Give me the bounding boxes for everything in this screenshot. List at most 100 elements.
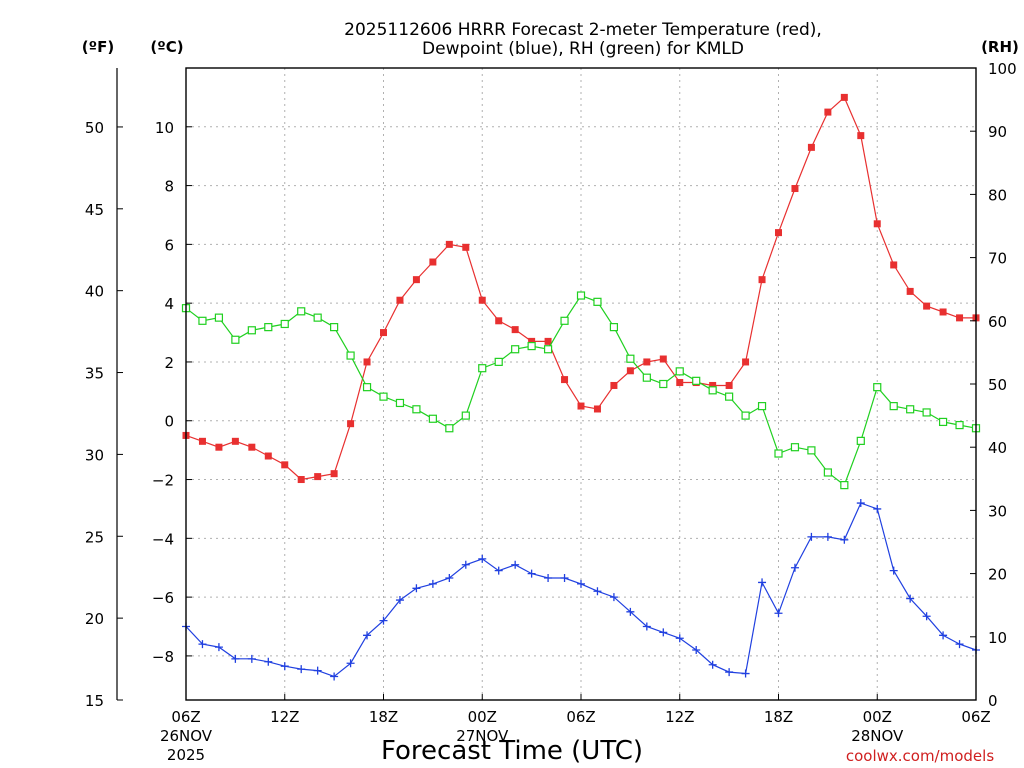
fahrenheit-tick-label: 35	[85, 365, 104, 383]
rh-point	[856, 436, 865, 445]
dewpoint-point	[428, 579, 437, 588]
celsius-tick-label: 0	[164, 413, 174, 431]
temperature-point	[495, 317, 503, 325]
rh-point	[823, 468, 832, 477]
temperature-point	[906, 287, 914, 295]
rh-point	[478, 364, 487, 373]
dewpoint-point	[330, 672, 339, 681]
celsius-unit-label: (ºC)	[150, 38, 183, 56]
temperature-point	[264, 452, 272, 460]
dewpoint-point	[758, 578, 767, 587]
fahrenheit-tick-label: 50	[85, 119, 104, 137]
dewpoint-point	[214, 643, 223, 652]
rh-point	[840, 481, 849, 490]
temperature-point	[231, 437, 239, 445]
credit-text: coolwx.com/models	[846, 747, 994, 765]
temperature-point	[528, 337, 536, 345]
rh-tick-label: 0	[988, 692, 998, 710]
celsius-tick-label: 6	[164, 236, 174, 254]
temperature-point	[840, 93, 848, 101]
x-tick-label: 12Z	[665, 708, 694, 726]
dewpoint-point	[626, 607, 635, 616]
rh-point	[214, 313, 224, 322]
dewpoint-series	[182, 499, 980, 681]
rh-point	[906, 405, 915, 414]
temperature-point	[363, 358, 371, 366]
rh-tick-label: 90	[988, 123, 1007, 141]
temperature-point	[561, 376, 569, 384]
rh-tick-label: 30	[988, 502, 1007, 520]
dewpoint-point	[478, 554, 487, 563]
dewpoint-point	[231, 654, 240, 663]
dewpoint-point	[774, 609, 783, 618]
fahrenheit-tick-label: 15	[85, 692, 104, 710]
temperature-point	[215, 443, 223, 451]
rh-point	[330, 323, 339, 332]
rh-point	[609, 323, 619, 332]
temperature-point	[758, 276, 766, 284]
axis-layer: −8−6−4−202468101520253035404550010203040…	[85, 60, 1017, 764]
rh-tick-label: 60	[988, 313, 1007, 331]
dewpoint-point	[511, 560, 520, 569]
dewpoint-point	[642, 622, 651, 631]
temperature-point	[742, 358, 750, 366]
dewpoint-point	[692, 646, 701, 655]
temperature-point	[412, 276, 420, 284]
temperature-point	[544, 337, 552, 345]
dewpoint-point	[280, 662, 289, 671]
rh-point	[774, 449, 783, 458]
rh-tick-label: 100	[988, 60, 1017, 78]
rh-point	[708, 386, 717, 395]
temperature-point	[347, 420, 355, 428]
dewpoint-point	[363, 631, 372, 640]
dewpoint-point	[544, 574, 553, 583]
rh-point	[692, 376, 701, 385]
rh-tick-label: 20	[988, 566, 1007, 584]
rh-line	[185, 294, 977, 487]
rh-point	[395, 398, 405, 408]
rh-point	[527, 341, 536, 351]
dewpoint-point	[494, 566, 503, 575]
dewpoint-point	[939, 631, 948, 640]
chart-subtitle: Dewpoint (blue), RH (green) for KMLD	[422, 39, 744, 59]
temperature-point	[429, 258, 437, 266]
dewpoint-point	[725, 668, 734, 677]
dewpoint-point	[346, 659, 355, 668]
fahrenheit-tick-label: 45	[85, 201, 104, 219]
temperature-point	[297, 476, 305, 484]
rh-point	[445, 424, 454, 433]
rh-point	[955, 420, 964, 430]
fahrenheit-tick-label: 25	[85, 528, 104, 546]
temperature-point	[676, 379, 684, 387]
celsius-tick-label: −2	[152, 472, 174, 490]
rh-point	[231, 335, 240, 344]
dewpoint-point	[840, 535, 849, 544]
temperature-point	[478, 296, 486, 304]
dewpoint-point	[741, 669, 750, 678]
rh-point	[264, 323, 273, 332]
x-tick-label: 18Z	[369, 708, 398, 726]
temperature-point	[314, 473, 322, 481]
rh-point	[922, 408, 931, 417]
rh-point	[938, 417, 948, 427]
fahrenheit-tick-label: 30	[85, 446, 104, 464]
temperature-point	[445, 240, 453, 248]
dewpoint-point	[856, 499, 865, 508]
temperature-point	[659, 355, 667, 363]
x-tick-label: 06Z	[566, 708, 595, 726]
temperature-series	[182, 93, 980, 484]
dewpoint-point	[790, 563, 799, 572]
temperature-point	[330, 470, 338, 478]
rh-point	[247, 326, 256, 335]
temperature-point	[610, 381, 618, 389]
rh-point	[873, 383, 882, 392]
rh-point	[675, 367, 684, 376]
fahrenheit-tick-label: 20	[85, 610, 104, 628]
temperature-point	[824, 108, 832, 116]
rh-point	[346, 351, 355, 360]
temperature-point	[593, 405, 601, 413]
rh-tick-label: 40	[988, 439, 1007, 457]
rh-point	[280, 319, 289, 329]
fahrenheit-tick-label: 40	[85, 283, 104, 301]
temperature-point	[248, 443, 256, 451]
